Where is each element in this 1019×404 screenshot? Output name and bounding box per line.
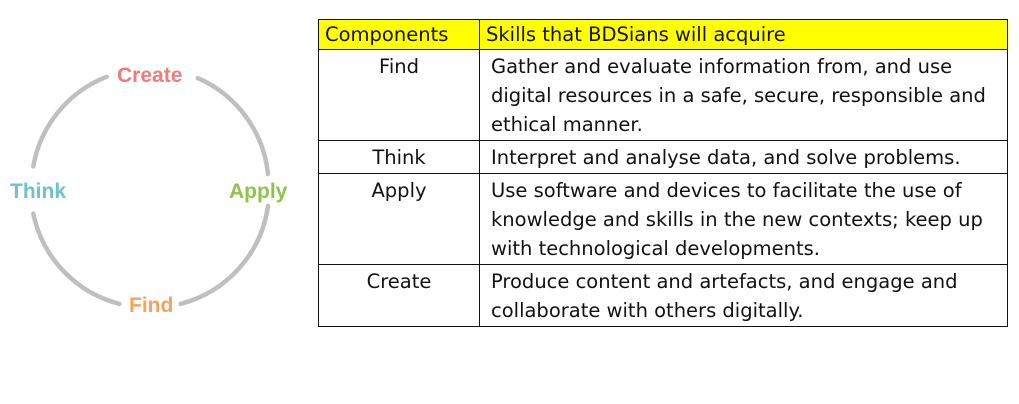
cycle-label-create: Create <box>117 64 183 87</box>
table-row: Think Interpret and analyse data, and so… <box>318 140 1008 174</box>
table-row: Find Gather and evaluate information fro… <box>318 49 1008 141</box>
ring-arc-bottom-left <box>31 211 122 307</box>
table-header-row: Components Skills that BDSians will acqu… <box>318 19 1008 50</box>
skills-table: Components Skills that BDSians will acqu… <box>318 19 1008 327</box>
component-cell: Apply <box>318 173 480 265</box>
table-row: Create Produce content and artefacts, an… <box>318 264 1008 327</box>
cycle-ring <box>31 74 271 307</box>
ring-arc-bottom-right <box>178 203 271 307</box>
skill-cell: Use software and devices to facilitate t… <box>479 173 1008 265</box>
cycle-label-think: Think <box>10 180 66 203</box>
skill-cell: Produce content and artefacts, and engag… <box>479 264 1008 327</box>
ring-arcs <box>31 74 271 307</box>
component-cell: Create <box>318 264 480 327</box>
ring-arc-top-right <box>195 75 271 177</box>
header-components: Components <box>318 19 480 50</box>
table-row: Apply Use software and devices to facili… <box>318 173 1008 265</box>
cycle-label-apply: Apply <box>229 180 288 203</box>
header-skills: Skills that BDSians will acquire <box>479 19 1008 50</box>
component-cell: Find <box>318 49 480 141</box>
component-cell: Think <box>318 140 480 174</box>
ring-arc-top-left <box>31 74 109 169</box>
cycle-label-find: Find <box>129 294 174 317</box>
skill-cell: Gather and evaluate information from, an… <box>479 49 1008 141</box>
cycle-diagram: Create Think Apply Find <box>0 40 300 340</box>
skill-cell: Interpret and analyse data, and solve pr… <box>479 140 1008 174</box>
